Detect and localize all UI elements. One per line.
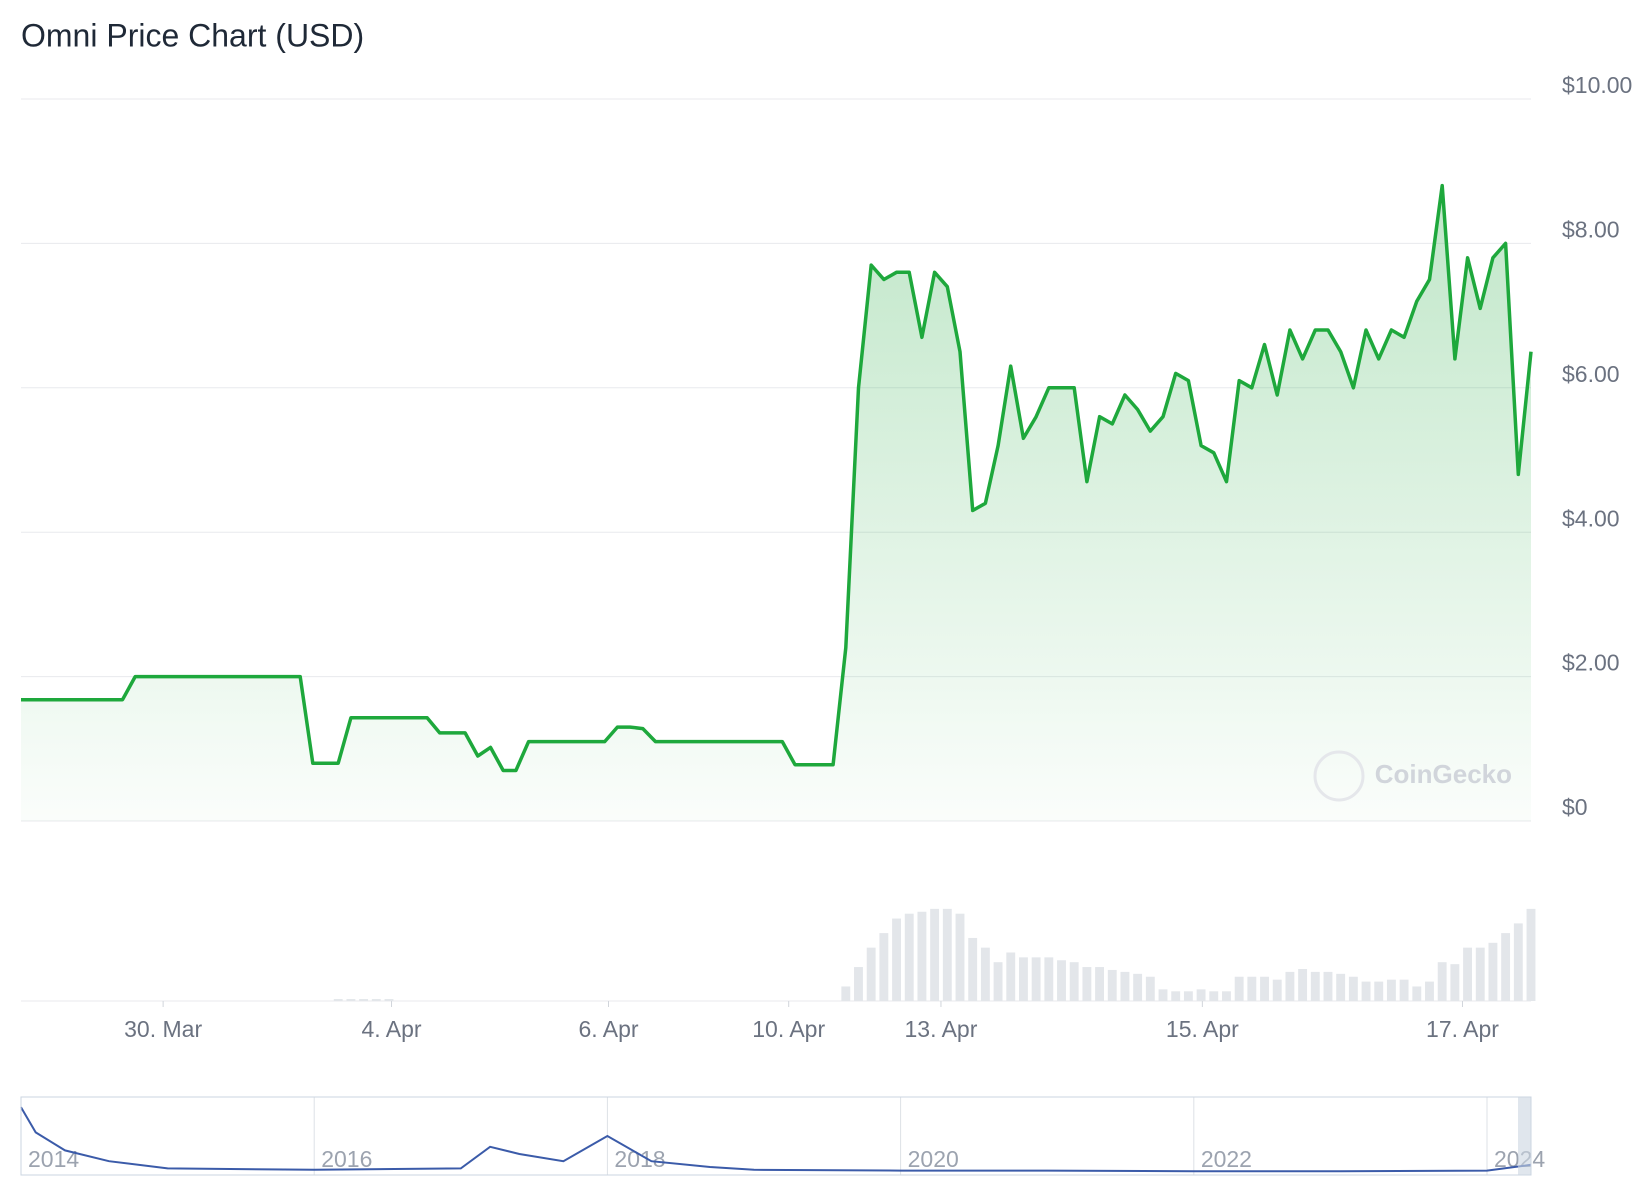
- x-tick-label: 6. Apr: [578, 1016, 638, 1042]
- navigator-handle[interactable]: [1518, 1097, 1531, 1175]
- volume-bar: [930, 908, 940, 1001]
- volume-bar: [892, 918, 901, 1001]
- volume-bar: [1095, 967, 1105, 1001]
- x-tick-label: 15. Apr: [1166, 1016, 1239, 1042]
- y-tick-label: $4.00: [1562, 505, 1620, 531]
- x-tick-label: 4. Apr: [361, 1016, 421, 1042]
- volume-bar: [1120, 971, 1130, 1001]
- volume-bar: [1031, 957, 1041, 1001]
- volume-bar: [1196, 989, 1206, 1001]
- volume-bar: [1234, 976, 1244, 1001]
- y-tick-label: $6.00: [1562, 361, 1620, 387]
- volume-bar: [1361, 981, 1371, 1001]
- volume-bar: [371, 999, 381, 1001]
- navigator-tick-label: 2020: [908, 1146, 959, 1172]
- navigator-line: [20, 1106, 1532, 1173]
- volume-bar: [1260, 976, 1269, 1001]
- volume-bar: [1006, 952, 1016, 1001]
- volume-bar: [1488, 942, 1498, 1001]
- volume-bar: [333, 999, 343, 1001]
- y-tick-label: $0: [1562, 794, 1588, 820]
- volume-bar: [993, 962, 1003, 1001]
- volume-bar: [1247, 976, 1257, 1001]
- volume-bar: [942, 908, 952, 1001]
- volume-bar: [1298, 968, 1308, 1001]
- volume-bar: [854, 967, 863, 1001]
- volume-bar: [1285, 971, 1295, 1001]
- volume-bar: [1374, 981, 1384, 1001]
- volume-bar: [980, 947, 990, 1001]
- volume-bar: [1069, 962, 1079, 1001]
- volume-bar: [1158, 989, 1168, 1001]
- volume-bar: [1082, 967, 1092, 1001]
- volume-bar: [1437, 962, 1447, 1001]
- navigator-tick-label: 2022: [1201, 1146, 1252, 1172]
- navigator-tick-label: 2016: [321, 1146, 372, 1172]
- volume-bar: [1526, 908, 1536, 1001]
- volume-bar: [879, 933, 889, 1001]
- volume-bar: [1044, 957, 1054, 1001]
- chart-title: Omni Price Chart (USD): [21, 17, 364, 53]
- x-tick-label: 10. Apr: [752, 1016, 825, 1042]
- volume-bar: [1386, 979, 1396, 1001]
- volume-bar: [1501, 933, 1511, 1001]
- volume-bar: [968, 937, 978, 1001]
- watermark-logo: [1313, 750, 1365, 802]
- volume-bar: [1475, 947, 1485, 1001]
- volume-bar: [904, 913, 914, 1001]
- volume-bar: [1463, 947, 1472, 1001]
- x-tick-label: 30. Mar: [124, 1016, 202, 1042]
- navigator-frame: [20, 1096, 1532, 1176]
- volume-bar: [1171, 991, 1181, 1001]
- price-line: [21, 183, 1533, 773]
- volume-bar: [359, 999, 369, 1001]
- volume-bar: [384, 999, 394, 1001]
- watermark: CoinGecko: [1375, 759, 1512, 789]
- volume-bar: [866, 947, 876, 1001]
- y-tick-label: $2.00: [1562, 650, 1620, 676]
- volume-bar: [1412, 986, 1422, 1001]
- x-tick-label: 13. Apr: [905, 1016, 978, 1042]
- volume-bar: [1183, 991, 1193, 1001]
- volume-bar: [1222, 991, 1231, 1001]
- volume-bar: [1399, 979, 1409, 1001]
- y-tick-label: $8.00: [1562, 216, 1620, 242]
- volume-bar: [1272, 979, 1282, 1001]
- volume-bar: [1310, 971, 1320, 1001]
- navigator-tick-label: 2018: [614, 1146, 665, 1172]
- volume-bar: [1107, 969, 1117, 1001]
- volume-bar: [841, 986, 851, 1001]
- volume-bar: [346, 999, 356, 1001]
- volume-bar: [1450, 964, 1460, 1001]
- volume-bar: [1209, 991, 1219, 1001]
- volume-bar: [1323, 971, 1333, 1001]
- volume-bar: [1018, 957, 1028, 1001]
- x-tick-label: 17. Apr: [1426, 1016, 1499, 1042]
- volume-bar: [917, 911, 927, 1001]
- volume-bar: [1348, 976, 1358, 1001]
- volume-bar: [1057, 960, 1066, 1001]
- volume-bar: [1513, 923, 1523, 1001]
- volume-bar: [1336, 973, 1346, 1001]
- volume-bar: [1145, 976, 1155, 1001]
- volume-bar: [955, 913, 965, 1001]
- volume-bar: [1133, 973, 1143, 1001]
- navigator-tick-label: 2014: [28, 1146, 79, 1172]
- y-tick-label: $10.00: [1562, 72, 1632, 98]
- volume-bar: [1425, 981, 1434, 1001]
- price-area: [21, 185, 1531, 822]
